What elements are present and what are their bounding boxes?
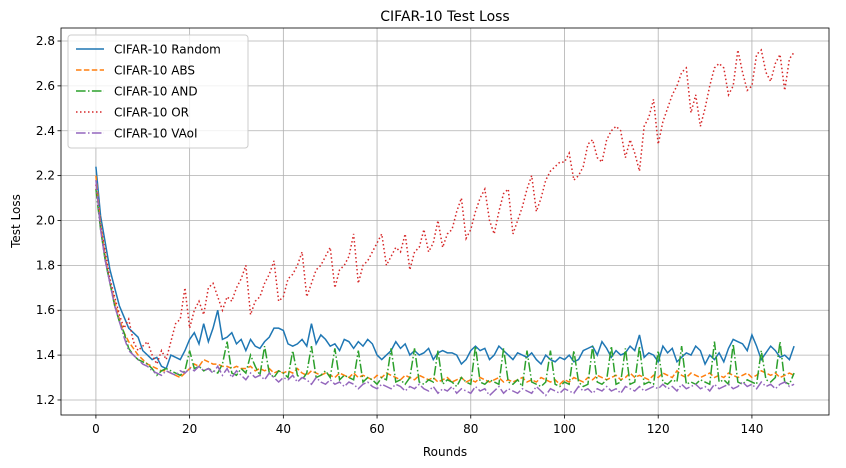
y-tick-label: 2.4 xyxy=(36,124,55,138)
legend-label: CIFAR-10 OR xyxy=(114,106,189,120)
y-tick-label: 2.0 xyxy=(36,213,55,227)
y-axis-label: Test Loss xyxy=(9,194,23,249)
legend-label: CIFAR-10 ABS xyxy=(114,64,195,78)
x-tick-label: 40 xyxy=(276,422,291,436)
series-line xyxy=(95,48,795,366)
x-tick-label: 0 xyxy=(92,422,100,436)
legend-label: CIFAR-10 AND xyxy=(114,85,198,99)
x-tick-label: 60 xyxy=(369,422,384,436)
x-tick-label: 20 xyxy=(182,422,197,436)
legend-label: CIFAR-10 Random xyxy=(114,43,221,57)
x-tick-label: 100 xyxy=(553,422,576,436)
y-tick-label: 2.6 xyxy=(36,79,55,93)
legend-box xyxy=(67,34,249,149)
x-tick-label: 80 xyxy=(463,422,478,436)
series-line xyxy=(95,188,795,389)
x-tick-label: 120 xyxy=(647,422,670,436)
series-line xyxy=(95,180,795,397)
series-line xyxy=(95,166,795,370)
y-tick-label: 1.6 xyxy=(36,303,55,317)
series-line xyxy=(95,175,795,386)
y-tick-label: 2.2 xyxy=(36,169,55,183)
y-tick-label: 1.4 xyxy=(36,348,55,362)
chart-title: CIFAR-10 Test Loss xyxy=(380,9,509,25)
y-tick-label: 1.2 xyxy=(36,393,55,407)
y-tick-label: 1.8 xyxy=(36,258,55,272)
plot-frame xyxy=(60,27,830,416)
x-tick-label: 140 xyxy=(740,422,763,436)
legend-label: CIFAR-10 VAoI xyxy=(114,127,198,141)
y-tick-label: 2.8 xyxy=(36,34,55,48)
x-axis-label: Rounds xyxy=(423,445,467,459)
